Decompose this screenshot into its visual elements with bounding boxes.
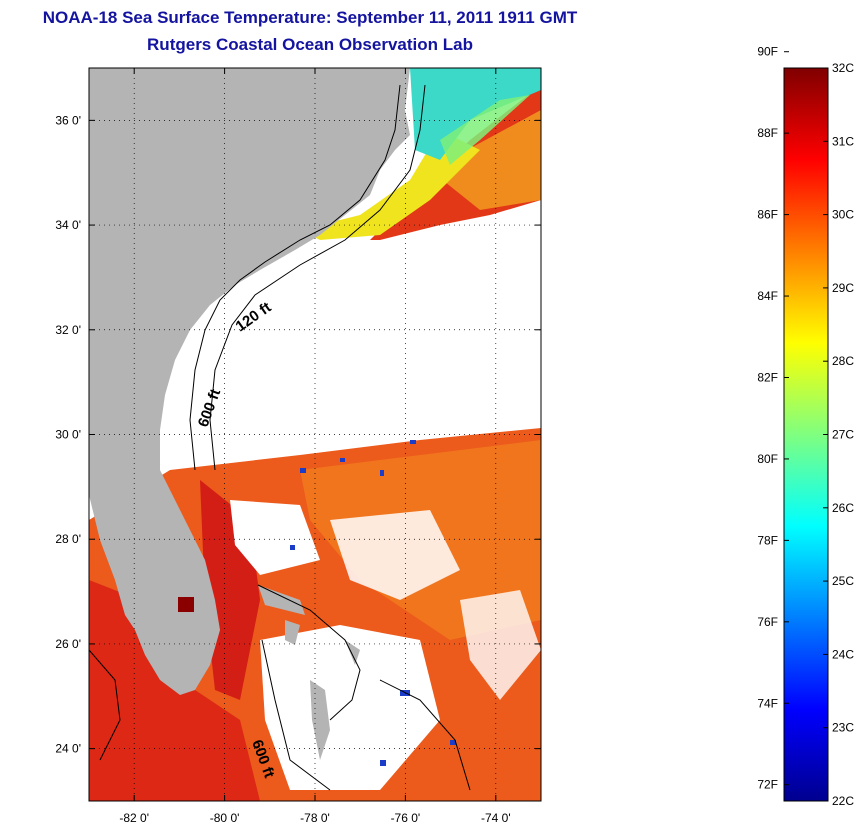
map-panel[interactable]: 120 ft 600 ft 600 ft xyxy=(89,68,541,801)
colorbar-label-celsius: 28C xyxy=(832,354,854,368)
colorbar-label-celsius: 32C xyxy=(832,61,854,75)
lat-tick-label: 26 0' xyxy=(55,637,81,651)
lon-tick-label: -76 0' xyxy=(391,811,421,825)
colorbar-label-celsius: 26C xyxy=(832,501,854,515)
lon-tick-label: -82 0' xyxy=(119,811,149,825)
lake-okeechobee xyxy=(178,597,194,612)
colorbar-label-fahrenheit: 88F xyxy=(757,126,778,140)
map-title: NOAA-18 Sea Surface Temperature: Septemb… xyxy=(42,8,578,27)
lat-tick-label: 24 0' xyxy=(55,742,81,756)
colorbar-label-fahrenheit: 76F xyxy=(757,615,778,629)
colorbar-label-celsius: 29C xyxy=(832,281,854,295)
colorbar-label-celsius: 25C xyxy=(832,574,854,588)
lon-tick-label: -80 0' xyxy=(210,811,240,825)
colorbar-label-fahrenheit: 84F xyxy=(757,289,778,303)
map-axes: -82 0' -80 0' -78 0' -76 0' -74 0' 24 0' 26 0'… xyxy=(55,68,541,825)
colorbar-label-fahrenheit: 74F xyxy=(757,696,778,710)
cloud-patch xyxy=(330,510,460,600)
colorbar-gradient xyxy=(783,67,829,802)
colorbar-label-fahrenheit: 82F xyxy=(757,370,778,384)
lon-tick-label: -74 0' xyxy=(481,811,511,825)
lat-tick-label: 32 0' xyxy=(55,323,81,337)
map-grid xyxy=(89,68,541,801)
bathymetry-contours xyxy=(89,84,471,791)
sst-north-orange xyxy=(430,110,541,210)
colorbar-label-celsius: 27C xyxy=(832,428,854,442)
colorbar-label-celsius: 24C xyxy=(832,647,854,661)
colorbar-label-fahrenheit: 72F xyxy=(757,778,778,792)
lon-tick-label: -78 0' xyxy=(300,811,330,825)
cloud-patch xyxy=(230,500,320,575)
lat-tick-label: 34 0' xyxy=(55,218,81,232)
lat-tick-label: 28 0' xyxy=(55,532,81,546)
colorbar-label-celsius: 31C xyxy=(832,134,854,148)
lat-tick-label: 30 0' xyxy=(55,428,81,442)
cloud-patch xyxy=(460,590,541,700)
colorbar-label-fahrenheit: 78F xyxy=(757,533,778,547)
colorbar-label-fahrenheit: 86F xyxy=(757,208,778,222)
sst-cool-green xyxy=(440,95,530,165)
colorbar-label-celsius: 23C xyxy=(832,721,854,735)
lat-tick-label: 36 0' xyxy=(55,113,81,127)
colorbar: 32C 31C 30C 29C 28C 27C 26C 25C 24C 23C 22C 90F 88F 8… xyxy=(757,45,854,808)
colorbar-label-fahrenheit: 90F xyxy=(757,45,778,59)
colorbar-label-celsius: 22C xyxy=(832,794,854,808)
colorbar-label-celsius: 30C xyxy=(832,208,854,222)
bahamas-islands xyxy=(258,585,360,760)
map-subtitle: Rutgers Coastal Ocean Observation Lab xyxy=(147,35,473,54)
sst-cool-shelf xyxy=(410,68,541,160)
colorbar-label-fahrenheit: 80F xyxy=(757,452,778,466)
